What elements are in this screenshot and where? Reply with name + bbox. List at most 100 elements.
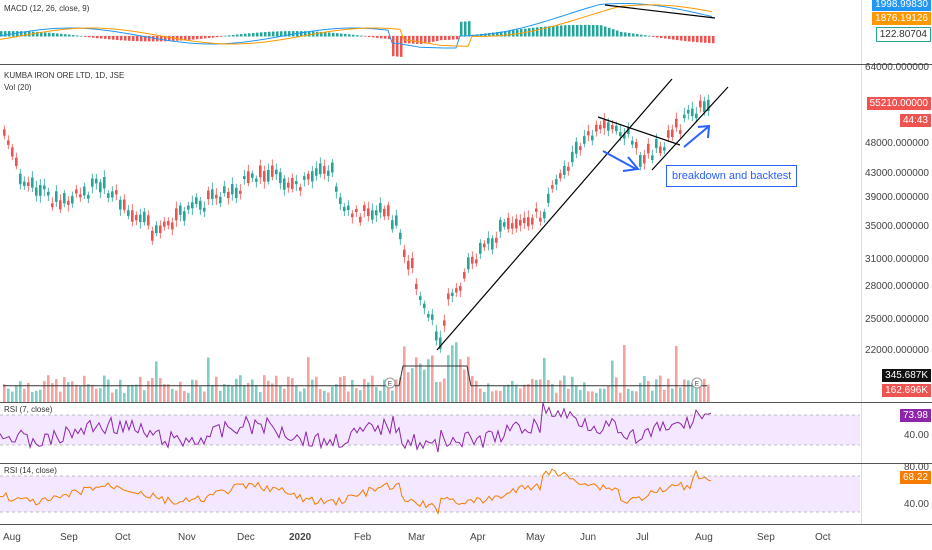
macd-histogram-bar bbox=[576, 24, 579, 37]
volume-bar bbox=[155, 361, 158, 402]
pane-separator[interactable] bbox=[0, 463, 932, 464]
macd-histogram-bar bbox=[328, 32, 331, 37]
volume-bar bbox=[115, 389, 118, 402]
candle-body bbox=[347, 205, 350, 211]
macd-histogram-bar bbox=[288, 31, 291, 37]
macd-histogram-bar bbox=[104, 36, 107, 39]
time-label: Dec bbox=[237, 532, 255, 543]
macd-histogram-bar bbox=[380, 36, 383, 39]
volume-bar bbox=[495, 390, 498, 402]
macd-histogram-bar bbox=[8, 31, 11, 37]
candle-body bbox=[31, 177, 34, 188]
macd-histogram-bar bbox=[68, 34, 71, 37]
candle-body bbox=[63, 193, 66, 204]
volume-bar bbox=[423, 369, 426, 402]
annotation-label[interactable]: breakdown and backtest bbox=[666, 165, 798, 187]
macd-histogram-bar bbox=[160, 36, 163, 42]
macd-histogram-bar bbox=[96, 36, 99, 39]
macd-histogram-bar bbox=[504, 31, 507, 37]
candle-body bbox=[663, 147, 666, 151]
macd-histogram-bar bbox=[548, 26, 551, 37]
candle-body bbox=[583, 136, 586, 144]
time-label: Aug bbox=[695, 532, 713, 543]
rsi14-pane[interactable]: RSI (14, close) bbox=[0, 464, 860, 524]
volume-bar bbox=[539, 379, 542, 402]
candle-body bbox=[599, 125, 602, 130]
pane-separator[interactable] bbox=[0, 524, 932, 525]
macd-histogram-bar bbox=[40, 32, 43, 37]
candle-body bbox=[543, 211, 546, 219]
volume-bar bbox=[615, 377, 618, 402]
rsi7-tick: 40.00 bbox=[903, 430, 929, 441]
volume-bar bbox=[183, 391, 186, 402]
volume-bar bbox=[47, 375, 50, 402]
macd-histogram-bar bbox=[648, 35, 651, 37]
candle-body bbox=[159, 225, 162, 233]
candle-body bbox=[399, 232, 402, 240]
macd-histogram-bar bbox=[56, 33, 59, 37]
macd-histogram-bar bbox=[280, 31, 283, 37]
candle-body bbox=[439, 337, 442, 349]
candle-body bbox=[23, 181, 26, 186]
candle-body bbox=[51, 203, 54, 208]
volume-bar bbox=[59, 391, 62, 402]
volume-bar bbox=[107, 379, 110, 402]
pane-separator[interactable] bbox=[0, 402, 932, 403]
rsi14-tick: 40.00 bbox=[903, 499, 929, 510]
macd-histogram-bar bbox=[708, 36, 711, 44]
backtest-arrow bbox=[683, 124, 711, 148]
volume-bar bbox=[631, 390, 634, 402]
macd-histogram-bar bbox=[148, 36, 151, 42]
candle-body bbox=[19, 173, 22, 185]
candle-body bbox=[467, 257, 470, 270]
candle-body bbox=[587, 131, 590, 136]
volume-bar bbox=[483, 391, 486, 402]
volume-bar bbox=[227, 384, 230, 402]
candle-body bbox=[155, 225, 158, 234]
rsi7-legend: RSI (7, close) bbox=[4, 405, 53, 414]
macd-legend: MACD (12, 26, close, 9) bbox=[4, 4, 90, 13]
trendline-flag-top bbox=[597, 116, 681, 146]
macd-histogram-bar bbox=[500, 31, 503, 37]
macd-histogram-bar bbox=[276, 31, 279, 37]
volume-bar bbox=[231, 385, 234, 402]
volume-bar bbox=[415, 357, 418, 402]
volume-bar bbox=[531, 378, 534, 402]
macd-histogram-bar bbox=[236, 34, 239, 37]
macd-histogram-bar bbox=[180, 36, 183, 41]
volume-bar bbox=[663, 389, 666, 402]
volume-bar bbox=[579, 389, 582, 402]
macd-histogram-bar bbox=[348, 34, 351, 37]
volume-bar bbox=[91, 384, 94, 402]
volume-bar bbox=[235, 378, 238, 402]
rsi7-chart bbox=[0, 403, 860, 453]
candle-body bbox=[683, 114, 686, 119]
volume-bar bbox=[11, 391, 14, 402]
candle-body bbox=[75, 189, 78, 194]
macd-histogram-bar bbox=[492, 32, 495, 37]
price-tick: 28000.000000 bbox=[865, 281, 929, 292]
macd-histogram-bar bbox=[636, 34, 639, 37]
candle-body bbox=[131, 210, 134, 222]
candle-body bbox=[483, 243, 486, 248]
volume-bar bbox=[679, 387, 682, 402]
macd-pane[interactable]: MACD (12, 26, close, 9) bbox=[0, 0, 860, 64]
pane-separator[interactable] bbox=[0, 64, 932, 65]
macd-histogram-bar bbox=[516, 29, 519, 37]
volume-bar bbox=[7, 388, 10, 402]
volume-bar bbox=[499, 390, 502, 402]
rsi7-pane[interactable]: RSI (7, close) bbox=[0, 403, 860, 463]
price-tick: 22000.000000 bbox=[865, 345, 929, 356]
macd-histogram-bar bbox=[164, 36, 167, 42]
candle-body bbox=[59, 200, 62, 210]
macd-histogram-bar bbox=[620, 31, 623, 37]
time-axis[interactable]: Aug Sep Oct Nov Dec 2020 Feb Mar Apr May… bbox=[0, 525, 932, 550]
rsi-band bbox=[0, 476, 860, 512]
macd-histogram-bar bbox=[488, 33, 491, 37]
candle-body bbox=[7, 140, 10, 145]
candle-body bbox=[503, 222, 506, 227]
candle-body bbox=[691, 108, 694, 117]
macd-histogram-bar bbox=[112, 36, 115, 40]
volume-bar bbox=[455, 342, 458, 402]
